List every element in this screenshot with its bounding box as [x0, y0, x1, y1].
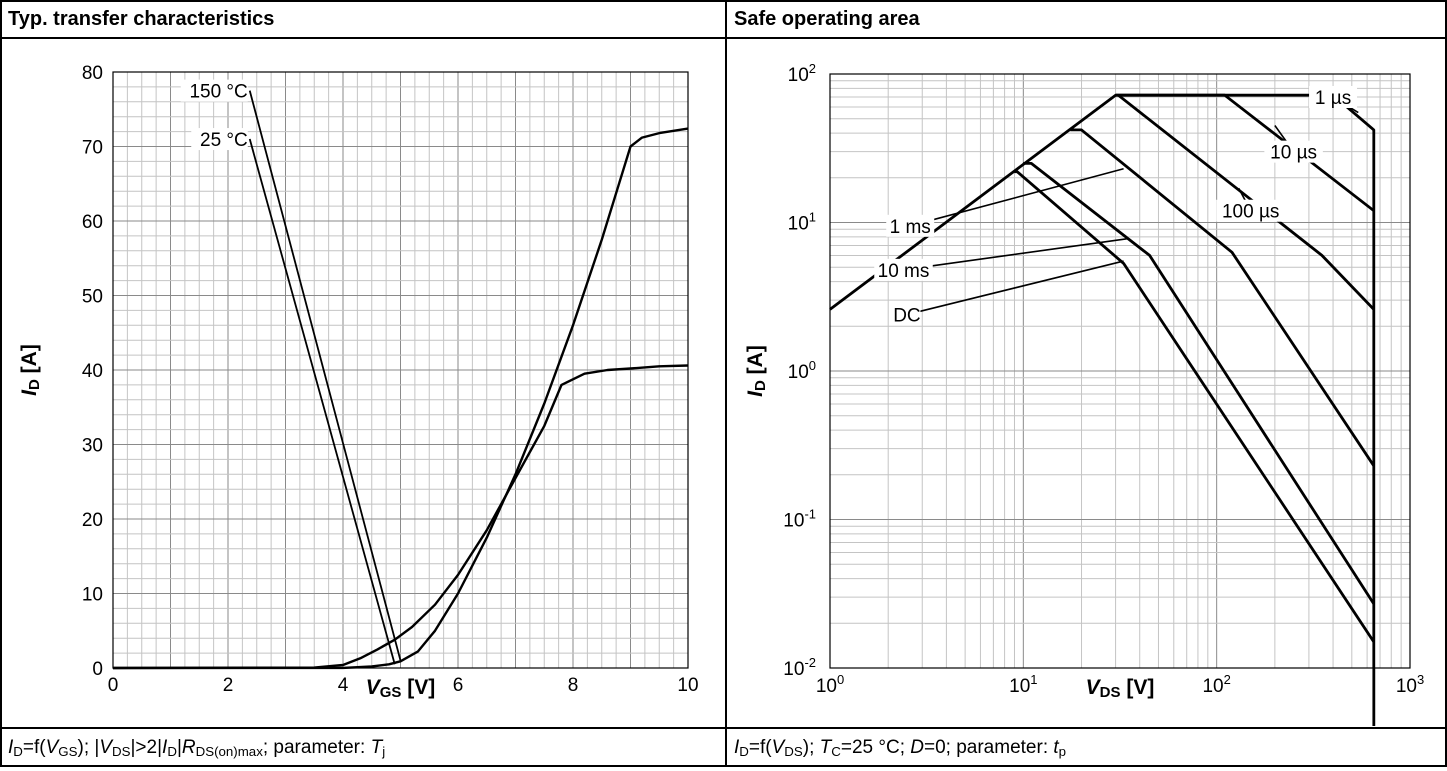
- annotation-bg: [180, 79, 248, 102]
- series-line-1-s: [829, 93, 1376, 668]
- series-line-10-s: [1115, 93, 1375, 212]
- x-tick-label: 6: [453, 675, 464, 696]
- x-tick-label: 102: [1202, 672, 1230, 697]
- grid: [829, 74, 1410, 669]
- x-tick-label: 2: [223, 675, 234, 696]
- y-tick-label: 10-1: [783, 507, 816, 532]
- left-panel-caption: ID=f(VGS); |VDS|>2|ID|RDS(on)max; parame…: [8, 737, 386, 759]
- x-tick-label: 8: [568, 675, 579, 696]
- annotation-bg: [886, 214, 935, 237]
- x-tick-label: 10: [677, 675, 698, 696]
- annotation-bg: [893, 303, 921, 326]
- annotation-label-10-ms: 10 ms: [878, 261, 930, 282]
- y-tick-label: 0: [92, 659, 103, 680]
- annotation-bg: [1309, 86, 1358, 109]
- annotation-bg: [1264, 140, 1323, 163]
- annotation-label-150-c: 150 °C: [189, 82, 247, 103]
- x-tick-label: 4: [338, 675, 349, 696]
- annotation-leader: [910, 168, 1124, 227]
- x-tick-label: 103: [1396, 672, 1424, 697]
- y-tick-label: 10-2: [783, 655, 816, 680]
- annotation-label-1-s: 1 µs: [1315, 88, 1351, 109]
- series-line-dc: [1014, 170, 1375, 643]
- y-axis-label: ID [A]: [744, 345, 769, 397]
- annotation-label-10-s: 10 µs: [1270, 143, 1317, 164]
- left-panel-title: Typ. transfer characteristics: [8, 8, 275, 30]
- y-tick-label: 100: [788, 358, 816, 383]
- x-tick-label: 100: [816, 672, 844, 697]
- right-panel-title: Safe operating area: [734, 8, 920, 30]
- annotation-bg: [191, 128, 248, 151]
- annotation-bg: [1216, 199, 1286, 222]
- right-panel-caption: ID=f(VDS); TC=25 °C; D=0; parameter: tp: [734, 737, 1067, 759]
- annotation-label-dc: DC: [893, 306, 920, 327]
- y-tick-label: 10: [82, 585, 103, 606]
- annotation-label-1-ms: 1 ms: [890, 217, 931, 238]
- x-axis-label: VGS [V]: [366, 676, 436, 701]
- series-line-25-c: [112, 127, 689, 670]
- annotation-leader: [248, 90, 402, 661]
- series-line-10-ms: [1023, 162, 1375, 605]
- y-tick-label: 70: [82, 138, 103, 159]
- series-line-100-s: [1117, 94, 1375, 311]
- y-axis-label: ID [A]: [18, 344, 43, 396]
- x-tick-label: 0: [108, 675, 119, 696]
- series-line-1-ms: [1070, 128, 1375, 467]
- y-tick-label: 80: [82, 63, 103, 84]
- safe-operating-area-chart: 100 101 102 103 10-2 10-1 100 101 102 1 µs 10 µs 10…: [744, 61, 1424, 726]
- annotation-bg: [874, 258, 933, 281]
- y-tick-label: 30: [82, 436, 103, 457]
- y-tick-label: 20: [82, 510, 103, 531]
- transfer-characteristics-chart: 0 2 4 6 8 10 0 10 20 30 40 50 60 70 80 150 °C 25 °C VGS […: [18, 63, 699, 701]
- annotation-label-25-c: 25 °C: [200, 130, 248, 151]
- y-tick-label: 101: [788, 210, 816, 235]
- annotation-leader: [906, 260, 1124, 316]
- annotation-label-100-s: 100 µs: [1222, 202, 1279, 223]
- series-line-150-c: [112, 364, 689, 670]
- x-tick-label: 101: [1009, 672, 1037, 697]
- plot-area: [112, 71, 689, 669]
- y-tick-label: 40: [82, 361, 103, 382]
- annotation-leader: [903, 237, 1129, 271]
- y-tick-label: 60: [82, 212, 103, 233]
- annotation-leader: [248, 138, 396, 665]
- plot-area: [829, 73, 1411, 669]
- y-tick-label: 102: [788, 61, 816, 86]
- x-axis-label: VDS [V]: [1086, 676, 1155, 701]
- y-tick-label: 50: [82, 287, 103, 308]
